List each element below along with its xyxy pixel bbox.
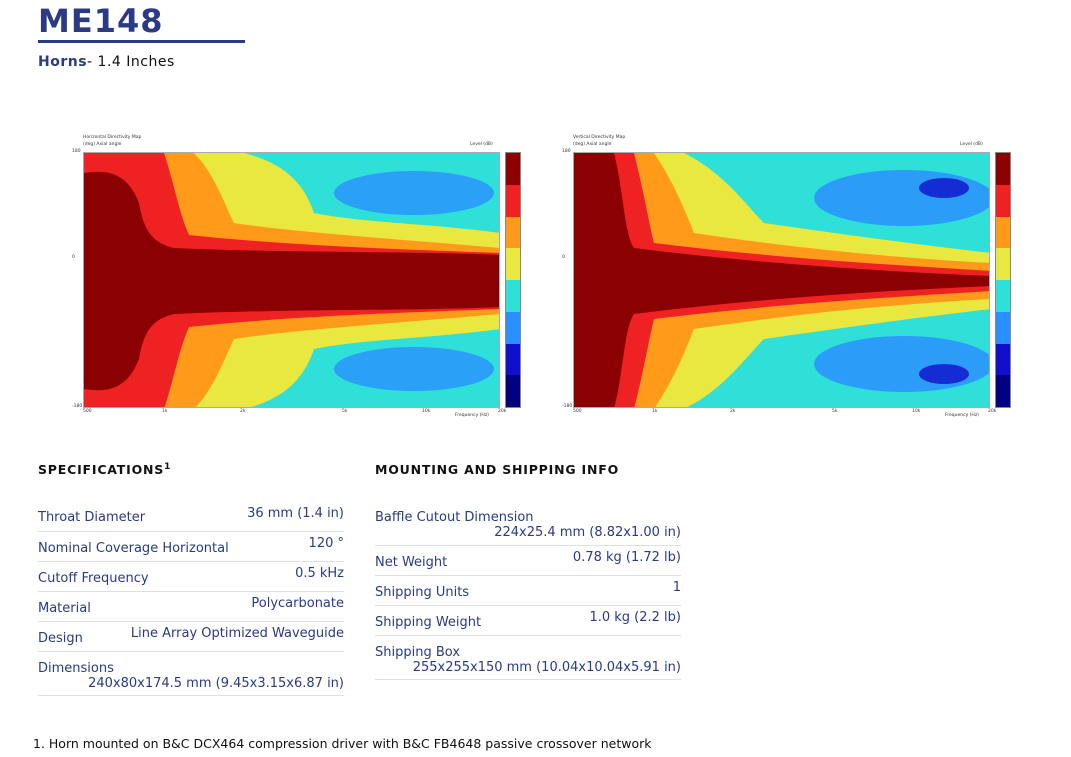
directivity-plot [83,152,500,408]
mounting-value: 224x25.4 mm (8.82x1.00 in) [494,525,681,540]
specifications-heading: SPECIFICATIONS1 [38,462,171,477]
mounting-row: Shipping Weight 1.0 kg (2.2 lb) [375,607,681,636]
scale-swatch [506,184,520,217]
spec-label: Cutoff Frequency [38,571,149,586]
scale-swatch [506,343,520,376]
vertical-directivity-map: Vertical Directivity Map (deg) Axial ang… [560,130,1020,422]
y-axis-label: (deg) Axial angle [573,142,612,147]
mounting-value: 1 [672,580,681,595]
scale-swatch [996,375,1010,407]
x-tick: 5k [342,409,348,414]
spec-label: Dimensions [38,661,114,676]
map-title: Horizontal Directivity Map [83,135,142,140]
subtitle: Horns- 1.4 Inches [38,54,175,70]
spec-label: Design [38,631,83,646]
mounting-label: Shipping Units [375,585,470,600]
x-tick: 1k [652,409,658,414]
spec-value: Polycarbonate [251,596,344,611]
spec-row: Throat Diameter 36 mm (1.4 in) [38,505,344,532]
level-color-scale [995,152,1011,408]
spec-row: Material Polycarbonate [38,593,344,622]
x-tick: 500 [573,409,582,414]
spec-row: Dimensions 240x80x174.5 mm (9.45x3.15x6.… [38,653,344,696]
mounting-label: Shipping Weight [375,615,482,630]
footnote-ref: 1 [164,462,172,472]
scale-swatch [996,343,1010,376]
mounting-value: 0.78 kg (1.72 lb) [572,550,681,565]
spec-label: Nominal Coverage Horizontal [38,541,229,556]
mounting-row: Net Weight 0.78 kg (1.72 lb) [375,547,681,576]
mounting-heading: MOUNTING AND SHIPPING INFO [375,462,620,477]
x-tick: 500 [83,409,92,414]
mounting-label: Baffle Cutout Dimension [375,510,534,525]
map-title: Vertical Directivity Map [573,135,626,140]
footnote: 1. Horn mounted on B&C DCX464 compressio… [33,736,652,751]
scale-swatch [506,375,520,407]
y-tick: 0 [562,255,565,260]
y-tick: 0 [72,255,75,260]
spec-value: 120 ° [308,536,344,551]
x-tick: 2k [240,409,246,414]
specifications-title: SPECIFICATIONS [38,462,165,478]
directivity-heatmap [84,153,499,407]
category-label: Horns [38,54,88,70]
spec-row: Design Line Array Optimized Waveguide [38,623,344,652]
scale-swatch [506,216,520,249]
x-tick: 1k [162,409,168,414]
scale-swatch [996,216,1010,249]
scale-swatch [506,153,520,185]
level-label: Level (dB) [470,142,493,147]
x-tick: 2k [730,409,736,414]
spec-value: 240x80x174.5 mm (9.45x3.15x6.87 in) [88,676,344,691]
spec-value: 0.5 kHz [295,566,344,581]
spec-label: Throat Diameter [38,510,146,525]
mounting-label: Shipping Box [375,645,461,660]
horizontal-directivity-map: Horizontal Directivity Map (deg) Axial a… [70,130,530,422]
scale-swatch [996,280,1010,312]
x-axis-label: Frequency (Hz) [455,413,489,418]
scale-swatch [506,280,520,312]
level-color-scale [505,152,521,408]
x-tick: 20k [498,409,507,414]
scale-swatch [996,184,1010,217]
page-title: ME148 [38,2,164,40]
spec-row: Nominal Coverage Horizontal 120 ° [38,533,344,562]
scale-swatch [506,248,520,280]
scale-swatch [506,311,520,344]
x-tick: 10k [422,409,431,414]
spec-value: Line Array Optimized Waveguide [130,626,344,641]
y-tick: -180 [562,404,573,409]
spec-label: Material [38,601,91,616]
x-tick: 5k [832,409,838,414]
spec-row: Cutoff Frequency 0.5 kHz [38,563,344,592]
mounting-value: 1.0 kg (2.2 lb) [589,610,681,625]
scale-swatch [996,248,1010,280]
category-suffix: - 1.4 Inches [87,54,175,70]
spec-value: 36 mm (1.4 in) [247,506,344,521]
y-tick: 180 [72,149,81,154]
y-axis-label: (deg) Axial angle [83,142,122,147]
mounting-row: Shipping Units 1 [375,577,681,606]
x-axis-label: Frequency (Hz) [945,413,979,418]
title-underline [38,40,245,43]
scale-swatch [996,153,1010,185]
scale-swatch [996,311,1010,344]
x-tick: 20k [988,409,997,414]
level-label: Level (dB) [960,142,983,147]
mounting-label: Net Weight [375,555,448,570]
mounting-value: 255x255x150 mm (10.04x10.04x5.91 in) [412,660,681,675]
mounting-row: Shipping Box 255x255x150 mm (10.04x10.04… [375,637,681,680]
directivity-plot [573,152,990,408]
y-tick: 180 [562,149,571,154]
directivity-heatmap [574,153,989,407]
y-tick: -180 [72,404,83,409]
mounting-row: Baffle Cutout Dimension 224x25.4 mm (8.8… [375,505,681,546]
x-tick: 10k [912,409,921,414]
